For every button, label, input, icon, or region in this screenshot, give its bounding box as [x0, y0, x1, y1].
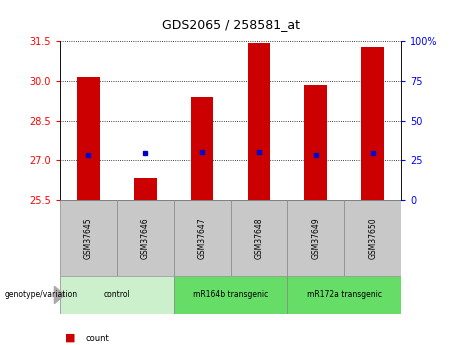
- Bar: [230, 200, 287, 276]
- Bar: [344, 200, 401, 276]
- Bar: [77, 77, 100, 200]
- Text: GSM37646: GSM37646: [141, 217, 150, 259]
- Bar: [287, 276, 401, 314]
- Text: count: count: [85, 334, 109, 343]
- Polygon shape: [54, 286, 65, 304]
- Text: GSM37650: GSM37650: [368, 217, 377, 259]
- Bar: [117, 200, 174, 276]
- Bar: [191, 97, 213, 200]
- Bar: [60, 200, 117, 276]
- Bar: [361, 47, 384, 200]
- Bar: [174, 200, 230, 276]
- Bar: [287, 200, 344, 276]
- Text: mR164b transgenic: mR164b transgenic: [193, 290, 268, 299]
- Bar: [174, 276, 287, 314]
- Text: genotype/variation: genotype/variation: [5, 290, 78, 299]
- Text: GSM37648: GSM37648: [254, 217, 263, 259]
- Text: GSM37645: GSM37645: [84, 217, 93, 259]
- Text: control: control: [103, 290, 130, 299]
- Text: mR172a transgenic: mR172a transgenic: [307, 290, 382, 299]
- Text: ■: ■: [65, 333, 75, 343]
- Bar: [134, 178, 157, 200]
- Bar: [60, 276, 174, 314]
- Text: GSM37649: GSM37649: [311, 217, 320, 259]
- Bar: [304, 85, 327, 200]
- Bar: [248, 43, 270, 200]
- Text: GSM37647: GSM37647: [198, 217, 207, 259]
- Text: GDS2065 / 258581_at: GDS2065 / 258581_at: [161, 18, 300, 31]
